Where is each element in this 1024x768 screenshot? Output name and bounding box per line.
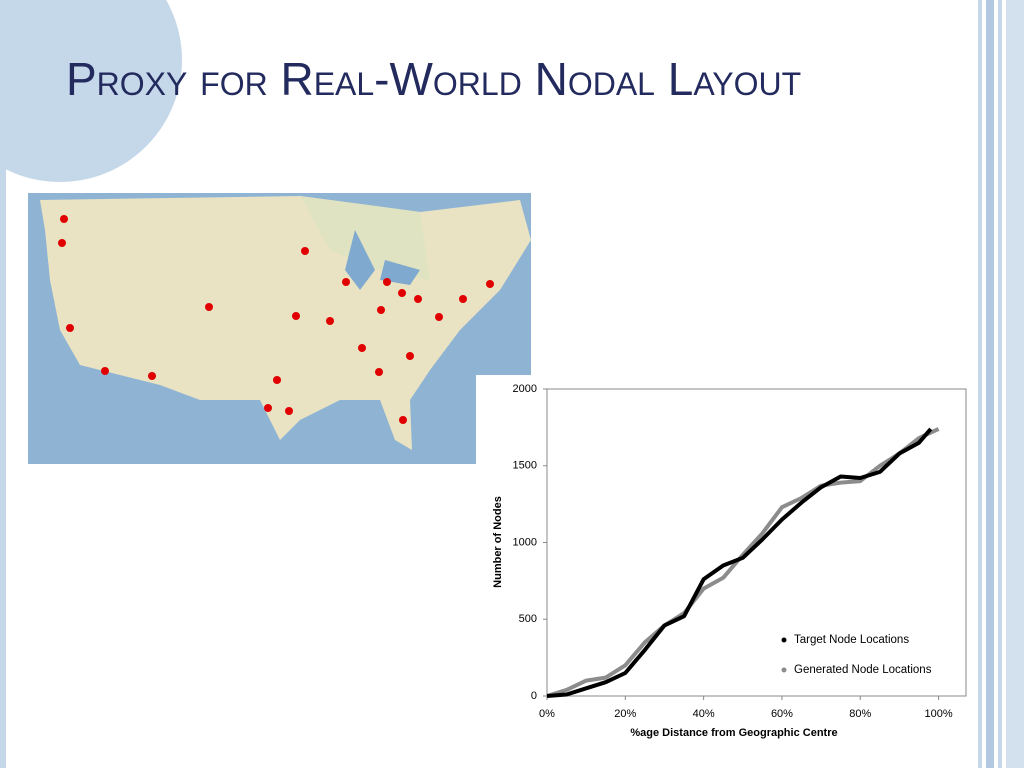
legend-marker xyxy=(781,637,787,643)
decor-stripe xyxy=(986,0,994,768)
decor-stripe xyxy=(1006,0,1024,768)
y-tick-label: 500 xyxy=(519,613,537,625)
map-image xyxy=(28,193,531,464)
chart: %age Distance from Geographic Centre Num… xyxy=(476,375,970,755)
slide-title: Proxy for Real-World Nodal Layout xyxy=(66,53,802,105)
y-tick-label: 1500 xyxy=(513,460,537,472)
x-tick-label: 40% xyxy=(693,708,715,720)
decor-stripe xyxy=(998,0,1002,768)
legend-marker xyxy=(781,667,787,673)
legend-label: Target Node Locations xyxy=(794,634,909,646)
y-tick-label: 1000 xyxy=(513,536,537,548)
x-tick-label: 20% xyxy=(614,708,636,720)
x-tick-label: 100% xyxy=(925,708,953,720)
y-axis-label: Number of Nodes xyxy=(492,496,504,588)
decor-stripe xyxy=(978,0,982,768)
x-tick-label: 60% xyxy=(771,708,793,720)
y-tick-label: 2000 xyxy=(513,383,537,395)
decor-stripe xyxy=(0,0,6,768)
decor-circle xyxy=(0,0,182,182)
x-tick-label: 80% xyxy=(849,708,871,720)
series-line xyxy=(546,427,933,698)
legend-label: Generated Node Locations xyxy=(794,664,932,676)
y-tick-label: 0 xyxy=(531,690,537,702)
x-axis-label: %age Distance from Geographic Centre xyxy=(630,727,837,739)
x-tick-label: 0% xyxy=(539,708,555,720)
series-line xyxy=(546,427,940,698)
